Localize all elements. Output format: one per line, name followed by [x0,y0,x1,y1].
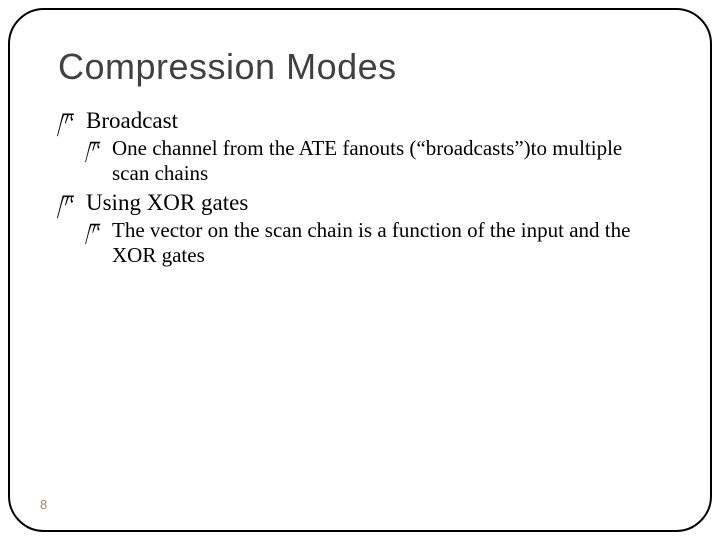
bullet-l2: ཫ The vector on the scan chain is a func… [58,218,662,268]
bullet-icon: ཫ [86,220,99,241]
bullet-text: The vector on the scan chain is a functi… [112,218,630,267]
bullet-l1: ཫ Using XOR gates [58,190,662,216]
bullet-l2: ཫ One channel from the ATE fanouts (“bro… [58,136,662,186]
page-number: 8 [40,497,47,512]
bullet-icon: ཫ [58,192,72,215]
slide-title: Compression Modes [58,46,662,88]
bullet-text: Broadcast [86,108,178,133]
slide-frame: Compression Modes ཫ Broadcast ཫ One chan… [8,8,712,532]
bullet-text: Using XOR gates [86,190,248,215]
bullet-l1: ཫ Broadcast [58,108,662,134]
bullet-icon: ཫ [86,138,99,159]
bullet-list: ཫ Broadcast ཫ One channel from the ATE f… [58,108,662,268]
bullet-icon: ཫ [58,110,72,133]
bullet-text: One channel from the ATE fanouts (“broad… [112,136,622,185]
